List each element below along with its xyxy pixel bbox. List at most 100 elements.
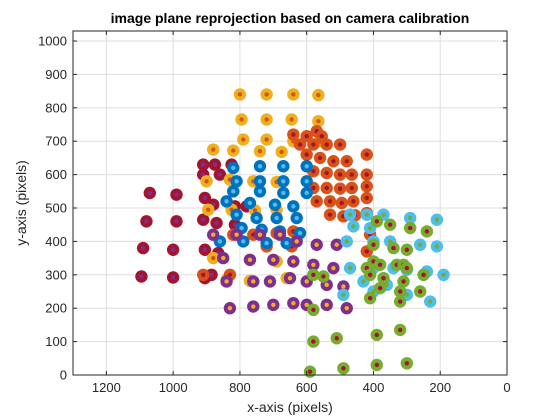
data-point-center	[421, 272, 426, 278]
data-point-center	[291, 204, 296, 209]
data-point-center	[341, 284, 346, 289]
y-tick-label: 900	[45, 67, 67, 82]
data-point-center	[441, 272, 446, 278]
data-point-center	[391, 245, 396, 251]
data-point-center	[281, 190, 286, 196]
data-point-center	[349, 185, 354, 191]
x-tick-label: 400	[363, 380, 385, 395]
y-tick-label: 200	[45, 301, 67, 316]
data-point-center	[367, 272, 373, 278]
data-points	[135, 88, 450, 378]
x-tick-label: 1000	[159, 380, 188, 395]
data-point-center	[351, 199, 356, 204]
data-point-center	[339, 200, 344, 206]
y-tick-label: 0	[60, 368, 67, 383]
data-point-center	[217, 172, 223, 177]
data-point-center	[281, 164, 286, 169]
data-point-center	[212, 162, 218, 167]
data-point-center	[257, 179, 263, 184]
data-point-center	[201, 217, 206, 222]
data-point-center	[344, 239, 349, 244]
data-point-center	[341, 292, 346, 298]
data-point-center	[239, 225, 244, 231]
x-tick-labels: 0 200 400 600 800 1000 1200	[92, 380, 511, 395]
y-tick-label: 600	[45, 167, 67, 182]
data-point-center	[279, 149, 284, 155]
data-point-center	[367, 295, 373, 301]
data-point-center	[341, 366, 346, 371]
data-point-center	[381, 212, 386, 217]
data-point-center	[202, 247, 208, 252]
data-point-center	[381, 275, 386, 281]
data-point-center	[211, 147, 216, 152]
data-point-center	[364, 249, 369, 254]
data-point-center	[304, 179, 309, 184]
data-point-center	[297, 230, 303, 236]
data-point-center	[264, 92, 269, 97]
data-point-center	[264, 137, 269, 142]
y-tick-label: 500	[45, 201, 67, 216]
data-point-center	[289, 117, 294, 122]
data-point-center	[271, 302, 276, 308]
y-axis-label: y-axis (pixels)	[13, 160, 29, 246]
data-point-center	[324, 142, 329, 147]
data-point-center	[344, 306, 349, 311]
data-point-center	[257, 189, 263, 194]
data-point-center	[364, 152, 369, 157]
data-point-center	[367, 225, 373, 231]
data-point-center	[327, 199, 333, 204]
data-point-center	[324, 282, 329, 288]
data-point-center	[294, 215, 299, 221]
data-point-center	[272, 202, 278, 207]
data-point-center	[337, 186, 343, 191]
data-point-center	[291, 300, 296, 306]
data-point-center	[234, 179, 239, 184]
data-point-center	[297, 142, 303, 147]
ticks	[73, 31, 508, 376]
data-point-center	[254, 215, 259, 221]
data-point-center	[304, 279, 309, 284]
data-point-center	[349, 172, 354, 177]
data-point-center	[424, 229, 430, 234]
data-point-center	[337, 172, 343, 177]
data-point-center	[274, 215, 279, 221]
data-point-center	[407, 215, 413, 221]
data-point-center	[311, 262, 316, 267]
data-point-center	[316, 92, 321, 98]
data-point-center	[428, 299, 433, 304]
data-point-center	[291, 259, 296, 264]
data-point-center	[387, 222, 393, 227]
data-point-center	[234, 232, 239, 237]
y-tick-label: 400	[45, 234, 67, 249]
data-point-center	[304, 134, 309, 139]
data-point-center	[234, 212, 239, 217]
data-point-center	[247, 257, 253, 262]
data-point-center	[344, 159, 349, 164]
data-point-center	[334, 336, 339, 341]
data-point-center	[267, 279, 273, 284]
data-point-center	[364, 172, 369, 177]
data-point-center	[404, 247, 410, 252]
data-point-center	[311, 185, 316, 191]
y-tick-label: 300	[45, 267, 67, 282]
data-point-center	[284, 240, 289, 246]
y-tick-label: 1000	[38, 34, 67, 49]
data-point-center	[374, 219, 379, 224]
data-point-center	[264, 240, 269, 246]
data-point-center	[404, 265, 410, 271]
data-point-center	[324, 170, 329, 176]
data-point-center	[281, 179, 286, 184]
data-point-center	[334, 242, 339, 247]
x-tick-label: 1200	[92, 380, 121, 395]
data-point-center	[374, 332, 379, 338]
data-point-center	[139, 274, 144, 279]
data-point-center	[170, 275, 176, 280]
data-point-center	[201, 162, 206, 167]
data-point-center	[211, 232, 216, 237]
data-point-center	[257, 149, 263, 154]
data-point-center	[331, 265, 336, 271]
data-point-center	[319, 134, 324, 139]
data-point-center	[170, 247, 176, 252]
data-point-center	[251, 304, 256, 309]
